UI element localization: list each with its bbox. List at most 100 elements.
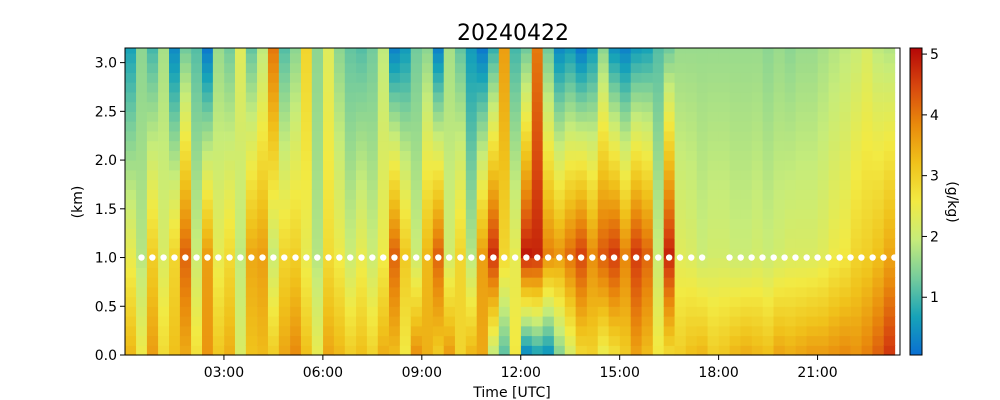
heatmap-cell — [509, 325, 522, 337]
heatmap-cell — [553, 179, 566, 190]
heatmap-cell — [762, 267, 775, 278]
heatmap-cell — [751, 238, 764, 249]
heatmap-cell — [586, 72, 599, 83]
heatmap-cell — [707, 82, 720, 93]
heatmap-cell — [575, 257, 588, 268]
heatmap-cell — [641, 82, 654, 93]
heatmap-cell — [850, 160, 863, 171]
heatmap-cell — [476, 82, 489, 93]
heatmap-cell — [674, 335, 687, 346]
heatmap-cell — [300, 82, 313, 93]
heatmap-cell — [784, 169, 797, 181]
heatmap-cell — [619, 189, 632, 200]
heatmap-cell — [696, 52, 709, 64]
heatmap-cell — [146, 91, 159, 103]
heatmap-cell — [784, 82, 797, 93]
heatmap-cell — [828, 82, 841, 93]
heatmap-cell — [542, 325, 555, 337]
heatmap-cell — [443, 101, 456, 112]
heatmap-cell — [586, 228, 599, 239]
height-marker-dot — [511, 254, 519, 261]
heatmap-cell — [344, 160, 357, 171]
heatmap-cell — [850, 218, 863, 229]
heatmap-cell — [564, 277, 577, 288]
heatmap-cell — [300, 140, 313, 151]
heatmap-cell — [685, 316, 698, 327]
heatmap-cell — [224, 218, 236, 229]
heatmap-cell — [718, 267, 731, 278]
heatmap-cell — [234, 325, 247, 337]
heatmap-cell — [278, 48, 291, 54]
heatmap-cell — [762, 345, 775, 356]
heatmap-cell — [795, 345, 808, 356]
heatmap-cell — [212, 179, 225, 190]
heatmap-cell — [377, 208, 390, 220]
heatmap-cell — [234, 345, 247, 356]
heatmap-cell — [465, 345, 478, 356]
y-tick-label: 1.0 — [95, 251, 117, 267]
height-marker-dot — [413, 254, 420, 261]
heatmap-cell — [202, 160, 214, 171]
heatmap-cell — [729, 62, 742, 73]
heatmap-cell — [278, 130, 291, 142]
heatmap-cell — [729, 111, 742, 122]
heatmap-cell — [300, 218, 313, 229]
heatmap-cell — [872, 52, 884, 64]
heatmap-cell — [696, 189, 709, 200]
heatmap-cell — [158, 247, 170, 259]
heatmap-cell — [674, 169, 687, 181]
heatmap-cell — [300, 228, 313, 239]
heatmap-cell — [784, 101, 797, 112]
heatmap-cell — [795, 228, 808, 239]
heatmap-cell — [224, 169, 236, 181]
heatmap-cell — [224, 111, 236, 122]
heatmap-cell — [421, 121, 434, 132]
heatmap-cell — [267, 296, 280, 307]
heatmap-cell — [718, 335, 731, 346]
heatmap-cell — [377, 189, 390, 200]
heatmap-cell — [300, 179, 313, 190]
height-marker-dot — [836, 254, 843, 261]
heatmap-cell — [773, 111, 786, 122]
heatmap-cell — [630, 218, 643, 229]
heatmap-cell — [509, 316, 522, 327]
heatmap-cell — [245, 208, 258, 220]
heatmap-cell — [850, 286, 863, 298]
heatmap-cell — [608, 130, 621, 142]
heatmap-cell — [839, 91, 851, 103]
heatmap-cell — [718, 199, 731, 210]
heatmap-cell — [421, 111, 434, 122]
heatmap-cell — [158, 286, 170, 298]
heatmap-cell — [432, 267, 445, 278]
heatmap-cell — [290, 169, 302, 181]
heatmap-cell — [487, 199, 500, 210]
heatmap-cell — [784, 150, 797, 161]
heatmap-cell — [224, 296, 236, 307]
heatmap-cell — [212, 306, 225, 317]
heatmap-cell — [531, 208, 544, 220]
heatmap-cell — [872, 296, 884, 307]
heatmap-cell — [883, 48, 896, 54]
heatmap-cell — [608, 48, 621, 54]
heatmap-cell — [729, 335, 742, 346]
heatmap-cell — [388, 101, 401, 112]
heatmap-cell — [410, 247, 423, 259]
heatmap-cell — [707, 247, 720, 259]
heatmap-cell — [729, 189, 742, 200]
heatmap-cell — [498, 62, 511, 73]
heatmap-cell — [202, 48, 214, 54]
heatmap-cell — [751, 335, 764, 346]
x-tick-label: 18:00 — [698, 365, 738, 381]
heatmap-cell — [454, 179, 467, 190]
heatmap-cell — [136, 91, 148, 103]
heatmap-cell — [740, 111, 753, 122]
heatmap-cell — [630, 306, 643, 317]
heatmap-cell — [421, 325, 434, 337]
heatmap-cell — [179, 160, 192, 171]
heatmap-cell — [509, 111, 522, 122]
heatmap-cell — [795, 48, 808, 54]
heatmap-cell — [575, 101, 588, 112]
heatmap-cell — [179, 82, 192, 93]
heatmap-cell — [850, 52, 863, 64]
heatmap-cell — [257, 111, 269, 122]
